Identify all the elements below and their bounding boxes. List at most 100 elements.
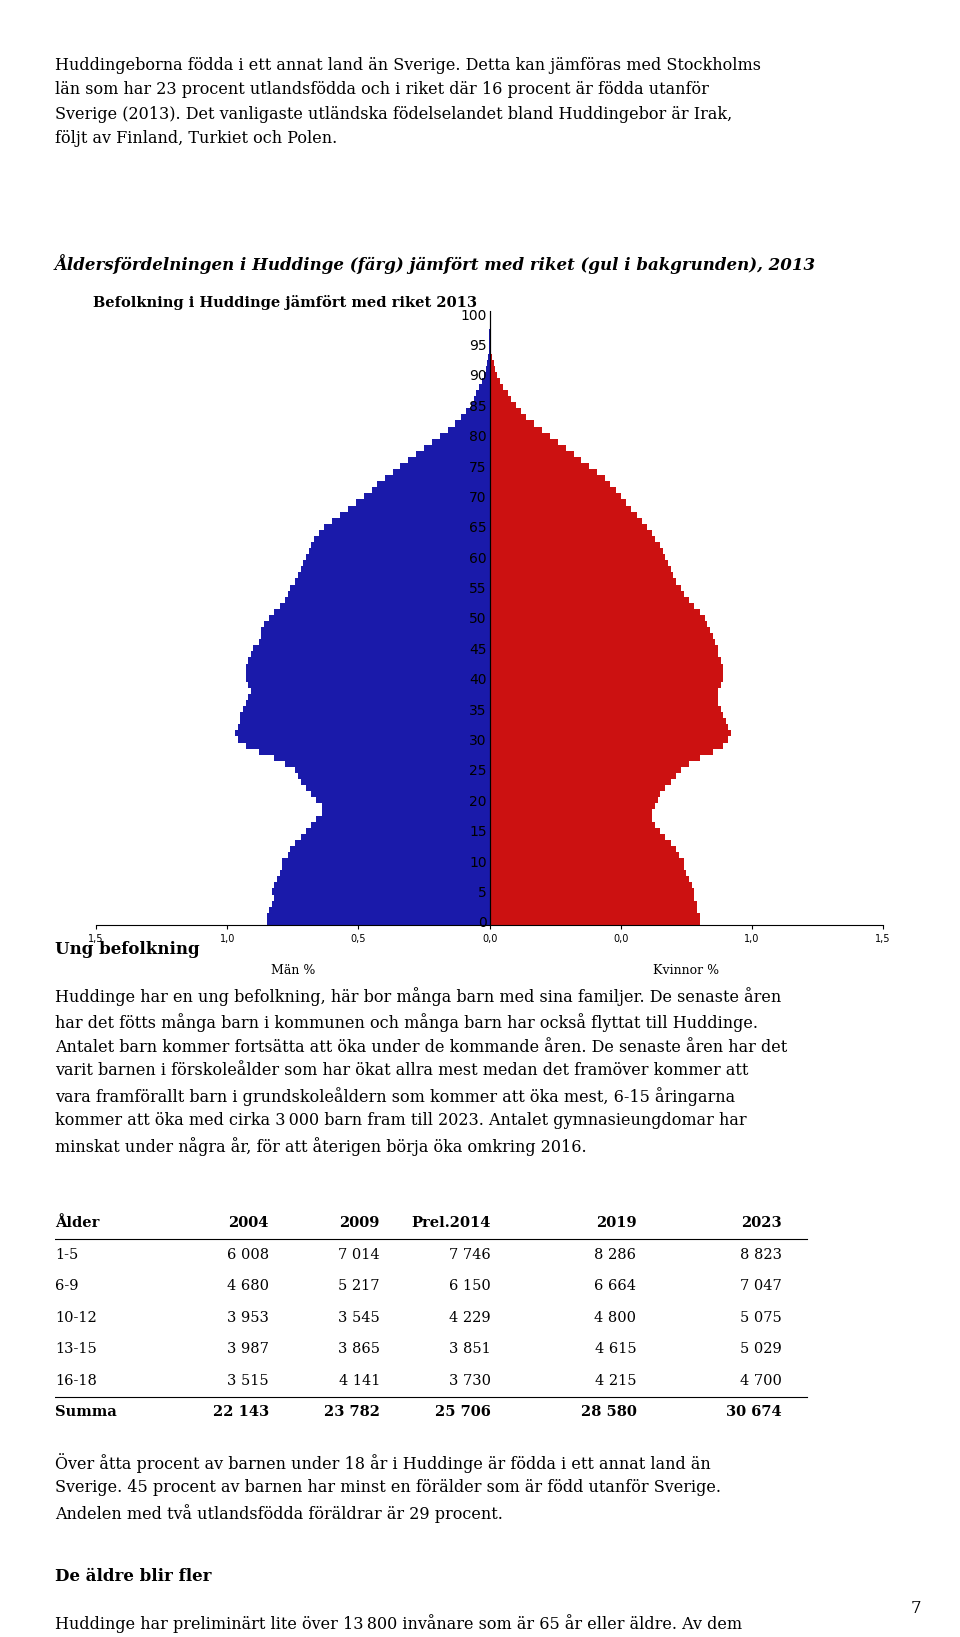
Bar bbox=[408, 457, 490, 463]
Bar bbox=[490, 719, 676, 724]
Bar bbox=[372, 488, 490, 493]
Bar bbox=[490, 907, 644, 913]
Bar bbox=[461, 414, 490, 421]
Bar bbox=[303, 670, 490, 676]
Bar bbox=[416, 481, 490, 488]
Bar bbox=[303, 663, 490, 670]
Bar bbox=[490, 712, 673, 719]
Bar bbox=[490, 560, 632, 566]
Bar bbox=[296, 578, 490, 584]
Bar bbox=[490, 773, 676, 779]
Bar bbox=[343, 840, 490, 846]
Bar bbox=[490, 724, 679, 730]
Bar bbox=[300, 748, 490, 755]
Bar bbox=[335, 871, 490, 876]
Bar bbox=[490, 573, 636, 578]
Bar bbox=[485, 390, 490, 396]
Bar bbox=[332, 882, 490, 889]
Bar bbox=[317, 797, 490, 804]
Bar bbox=[489, 347, 490, 354]
Bar bbox=[490, 822, 623, 828]
Bar bbox=[340, 512, 490, 517]
Text: 16-18: 16-18 bbox=[55, 1373, 97, 1388]
Bar bbox=[490, 506, 587, 512]
Bar bbox=[490, 681, 721, 688]
Bar bbox=[311, 542, 490, 548]
Bar bbox=[490, 907, 697, 913]
Bar bbox=[275, 755, 490, 761]
Bar bbox=[490, 701, 668, 706]
Bar bbox=[348, 804, 490, 809]
Bar bbox=[490, 889, 694, 894]
Bar bbox=[490, 743, 676, 748]
Bar bbox=[476, 414, 490, 421]
Bar bbox=[298, 701, 490, 706]
Bar bbox=[267, 918, 490, 925]
Bar bbox=[479, 408, 490, 414]
Bar bbox=[471, 421, 490, 427]
Bar bbox=[487, 378, 490, 385]
Text: 7 746: 7 746 bbox=[449, 1247, 492, 1262]
Bar bbox=[424, 445, 490, 450]
Bar bbox=[490, 809, 623, 815]
Bar bbox=[488, 354, 490, 360]
Bar bbox=[490, 584, 682, 591]
Bar bbox=[337, 851, 490, 858]
Bar bbox=[282, 858, 490, 864]
Bar bbox=[490, 457, 544, 463]
Bar bbox=[490, 450, 537, 457]
Bar bbox=[490, 658, 721, 663]
Text: 7: 7 bbox=[911, 1601, 922, 1617]
Bar bbox=[335, 858, 490, 864]
Bar bbox=[490, 688, 718, 694]
Bar bbox=[483, 396, 490, 403]
Bar bbox=[490, 876, 639, 882]
Bar bbox=[319, 616, 490, 620]
Bar bbox=[238, 724, 490, 730]
Bar bbox=[290, 724, 490, 730]
Bar bbox=[369, 524, 490, 530]
Bar bbox=[490, 481, 565, 488]
Bar bbox=[332, 578, 490, 584]
Bar bbox=[298, 694, 490, 701]
Bar bbox=[308, 652, 490, 658]
Bar bbox=[249, 658, 490, 663]
Bar bbox=[490, 609, 700, 616]
Bar bbox=[364, 493, 490, 499]
Text: 28 580: 28 580 bbox=[581, 1406, 636, 1419]
Bar bbox=[353, 815, 490, 822]
Text: De äldre blir fler: De äldre blir fler bbox=[55, 1568, 211, 1585]
Bar bbox=[306, 658, 490, 663]
Bar bbox=[466, 408, 490, 414]
Bar bbox=[490, 889, 642, 894]
Bar bbox=[490, 573, 673, 578]
Text: 3 851: 3 851 bbox=[449, 1342, 492, 1357]
Bar bbox=[490, 598, 644, 602]
Bar bbox=[298, 773, 490, 779]
Bar bbox=[243, 706, 490, 712]
Bar bbox=[490, 548, 662, 555]
Bar bbox=[490, 894, 642, 900]
Bar bbox=[490, 670, 668, 676]
Text: 2023: 2023 bbox=[741, 1216, 781, 1229]
Bar bbox=[322, 773, 490, 779]
Bar bbox=[490, 414, 526, 421]
Bar bbox=[455, 421, 490, 427]
Bar bbox=[490, 530, 611, 535]
Text: 4 615: 4 615 bbox=[595, 1342, 636, 1357]
Bar bbox=[267, 913, 490, 918]
Bar bbox=[490, 645, 718, 652]
Bar bbox=[246, 701, 490, 706]
Bar bbox=[490, 470, 597, 475]
Bar bbox=[479, 385, 490, 390]
Bar bbox=[314, 761, 490, 766]
Bar bbox=[411, 488, 490, 493]
Bar bbox=[490, 876, 689, 882]
Bar bbox=[490, 833, 629, 840]
Text: Ålder: Ålder bbox=[55, 1216, 100, 1229]
Bar bbox=[298, 573, 490, 578]
Bar bbox=[490, 396, 511, 403]
Bar bbox=[490, 918, 644, 925]
Bar bbox=[482, 378, 490, 385]
Bar bbox=[308, 755, 490, 761]
